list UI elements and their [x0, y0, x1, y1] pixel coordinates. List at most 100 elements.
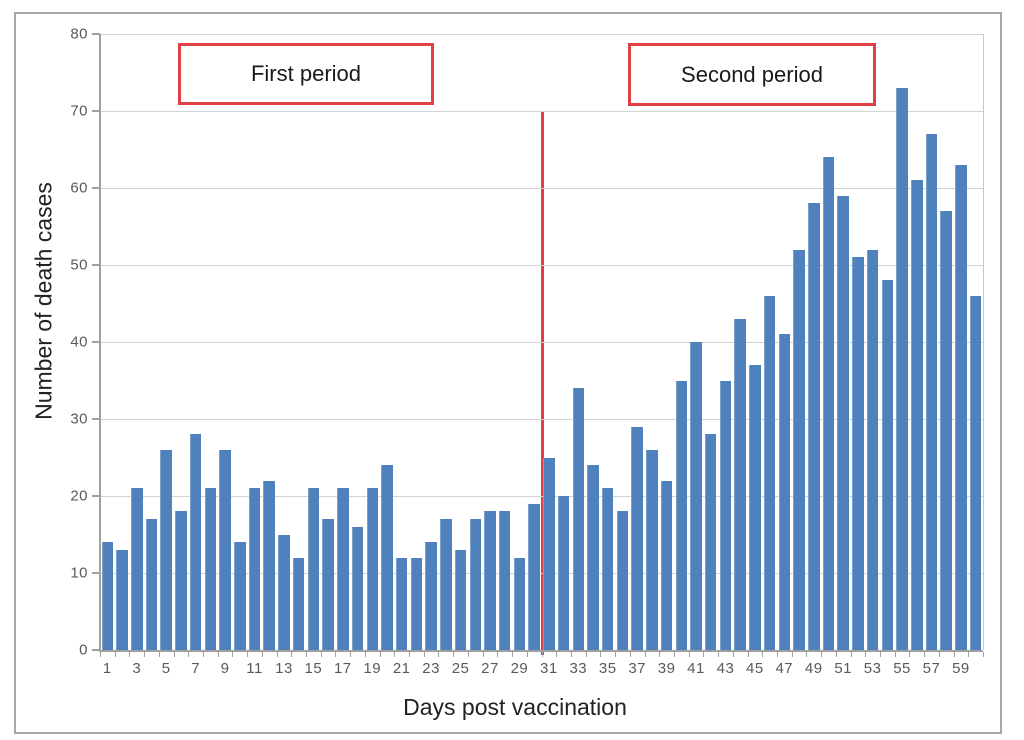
x-tick-39: [673, 652, 675, 657]
y-tick-40: [92, 341, 100, 343]
x-tick-58: [953, 652, 955, 657]
x-tick-label-57: 57: [922, 660, 941, 677]
x-tick-label-1: 1: [102, 660, 112, 677]
x-tick-52: [865, 652, 867, 657]
x-tick-47: [791, 652, 793, 657]
y-tick-label-10: 10: [70, 564, 88, 582]
bar-day-13: [278, 534, 290, 650]
y-tick-60: [92, 187, 100, 189]
bar-day-57: [925, 134, 938, 650]
x-tick-27: [497, 652, 499, 657]
x-tick-56: [924, 652, 926, 657]
bar-day-19: [366, 488, 378, 650]
x-tick-label-43: 43: [716, 660, 735, 677]
gridline-y-80: [100, 34, 983, 35]
x-tick-23: [438, 652, 440, 657]
x-tick-33: [585, 652, 587, 657]
x-tick-32: [570, 652, 572, 657]
bar-day-43: [719, 380, 732, 650]
x-tick-2: [129, 652, 131, 657]
x-tick-label-27: 27: [481, 660, 499, 677]
x-tick-31: [556, 652, 558, 657]
x-tick-label-17: 17: [333, 660, 352, 677]
bar-day-50: [822, 157, 835, 650]
bar-day-48: [793, 249, 805, 650]
x-axis-title: Days post vaccination: [403, 694, 627, 720]
x-tick-label-45: 45: [746, 660, 764, 677]
x-tick-50: [835, 652, 837, 657]
bar-day-39: [660, 480, 673, 650]
bar-day-49: [808, 203, 820, 650]
bar-day-40: [675, 380, 688, 650]
x-tick-46: [776, 652, 778, 657]
x-tick-35: [615, 652, 617, 657]
x-tick-28: [512, 652, 514, 657]
bar-day-4: [145, 519, 158, 650]
bar-day-37: [631, 426, 643, 650]
y-tick-label-30: 30: [70, 410, 88, 428]
bar-day-7: [189, 434, 202, 650]
second-period-label: Second period: [681, 61, 823, 87]
bar-day-44: [734, 318, 746, 650]
x-tick-0: [100, 652, 101, 657]
y-tick-label-50: 50: [70, 256, 88, 274]
x-tick-label-3: 3: [132, 660, 142, 677]
bar-day-42: [704, 434, 717, 650]
x-tick-24: [453, 652, 455, 657]
x-tick-label-29: 29: [510, 660, 529, 677]
x-tick-55: [909, 652, 911, 657]
x-tick-label-21: 21: [392, 660, 411, 677]
x-tick-label-15: 15: [304, 660, 323, 677]
x-tick-label-23: 23: [422, 660, 440, 677]
bar-day-23: [425, 542, 437, 650]
x-tick-60: [983, 652, 984, 657]
x-tick-11: [261, 652, 263, 657]
bar-day-41: [690, 342, 702, 650]
y-tick-80: [92, 33, 100, 35]
y-tick-50: [92, 264, 100, 266]
bar-day-58: [940, 211, 952, 650]
bar-day-25: [454, 549, 467, 650]
gridline-y-60: [100, 188, 983, 189]
x-tick-44: [747, 652, 749, 657]
x-tick-label-59: 59: [952, 660, 970, 677]
x-tick-43: [732, 652, 734, 657]
bar-day-34: [587, 465, 599, 650]
bar-day-38: [646, 449, 658, 650]
bar-day-54: [881, 280, 894, 650]
x-tick-10: [247, 652, 249, 657]
x-tick-19: [379, 652, 381, 657]
x-tick-15: [320, 652, 322, 657]
bar-day-20: [381, 465, 393, 650]
x-tick-9: [232, 652, 234, 657]
x-tick-34: [600, 652, 602, 657]
x-tick-3: [144, 652, 146, 657]
x-tick-label-5: 5: [161, 660, 171, 677]
bar-day-33: [572, 388, 585, 650]
bar-day-9: [219, 449, 231, 650]
x-tick-29: [526, 652, 528, 657]
x-tick-49: [821, 652, 823, 657]
bar-day-18: [351, 526, 364, 650]
x-tick-label-31: 31: [540, 660, 558, 677]
bar-day-52: [852, 257, 864, 650]
x-tick-37: [644, 652, 646, 657]
x-tick-7: [203, 652, 205, 657]
y-tick-70: [92, 110, 100, 112]
x-tick-label-51: 51: [834, 660, 853, 677]
bar-day-35: [601, 488, 614, 650]
x-tick-14: [306, 652, 308, 657]
y-tick-label-80: 80: [70, 25, 88, 43]
x-tick-21: [409, 652, 411, 657]
x-tick-label-35: 35: [598, 660, 617, 677]
y-axis-line: [99, 34, 101, 652]
plot-right-border: [983, 34, 984, 650]
x-tick-label-49: 49: [804, 660, 823, 677]
bar-day-56: [911, 180, 923, 650]
x-tick-8: [217, 652, 219, 657]
bar-day-21: [395, 557, 408, 650]
x-tick-label-33: 33: [569, 660, 588, 677]
bar-day-22: [410, 557, 423, 650]
x-tick-label-47: 47: [775, 660, 794, 677]
bar-day-59: [955, 164, 967, 650]
